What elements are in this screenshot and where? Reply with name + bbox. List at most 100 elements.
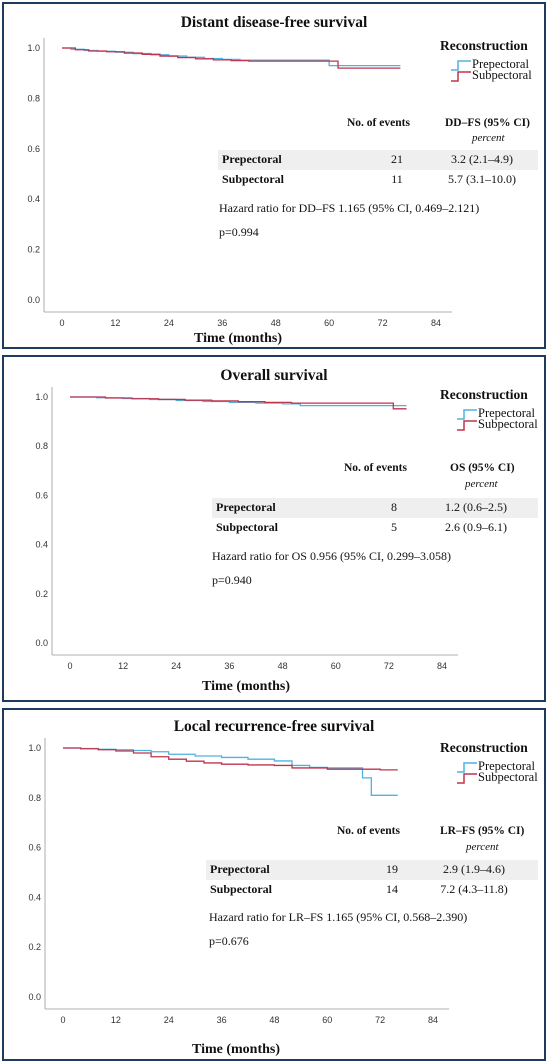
p-value-text: p=0.676 <box>209 934 249 948</box>
legend-label-subpectoral: Subpectoral <box>478 417 538 431</box>
y-tick-label: 0.0 <box>35 638 48 648</box>
hazard-ratio-text: Hazard ratio for LR–FS 1.165 (95% CI, 0.… <box>209 910 468 924</box>
y-tick-label: 0.6 <box>27 144 40 154</box>
x-tick-label: 0 <box>60 1015 65 1025</box>
hazard-ratio-text: Hazard ratio for DD–FS 1.165 (95% CI, 0.… <box>219 201 480 215</box>
plot-svg: 0.0 0.2 0.4 0.6 0.8 1.0 0 12 24 36 48 60 72 84 <box>27 38 452 328</box>
table-header-events: No. of events <box>347 117 410 129</box>
row-events: 11 <box>391 172 403 186</box>
row-label: Prepectoral <box>210 862 270 876</box>
x-axis-label: Time (months) <box>202 679 291 694</box>
row-percent: 3.2 (2.1–4.9) <box>451 152 513 166</box>
x-tick-label: 72 <box>378 318 388 328</box>
row-label: Subpectoral <box>216 520 279 534</box>
table-row: Prepectoral 19 2.9 (1.9–4.6) <box>206 860 538 880</box>
y-tick-label: 1.0 <box>27 43 40 53</box>
legend-swatch-prepectoral <box>451 60 471 71</box>
x-tick-label: 84 <box>431 318 441 328</box>
table-row: Prepectoral 8 1.2 (0.6–2.5) <box>212 498 538 518</box>
y-tick-label: 0.0 <box>27 295 40 305</box>
x-tick-label: 84 <box>428 1015 438 1025</box>
legend-label-prepectoral: Prepectoral <box>478 759 535 773</box>
table-row: Subpectoral 14 7.2 (4.3–11.8) <box>206 880 538 900</box>
x-tick-label: 24 <box>164 318 174 328</box>
y-tick-label: 0.2 <box>27 245 40 255</box>
x-tick-label: 12 <box>110 318 120 328</box>
x-tick-label: 48 <box>269 1015 279 1025</box>
row-events: 14 <box>386 882 398 896</box>
x-tick-label: 0 <box>67 661 72 671</box>
y-tick-label: 0.8 <box>27 93 40 103</box>
legend-label-prepectoral: Prepectoral <box>478 406 535 420</box>
x-axis-label: Time (months) <box>194 331 283 346</box>
row-percent: 2.6 (0.9–6.1) <box>445 520 507 534</box>
x-tick-label: 72 <box>375 1015 385 1025</box>
x-tick-label: 60 <box>322 1015 332 1025</box>
series-line-subpectoral <box>70 396 407 410</box>
x-tick-label: 36 <box>224 661 234 671</box>
x-tick-label: 48 <box>278 661 288 671</box>
legend-swatch-subpectoral <box>457 420 477 431</box>
series-line-prepectoral <box>63 747 398 796</box>
legend-title: Reconstruction <box>440 38 528 53</box>
row-percent: 1.2 (0.6–2.5) <box>445 500 507 514</box>
x-tick-label: 84 <box>437 661 447 671</box>
x-tick-label: 12 <box>118 661 128 671</box>
chart-panel-lrfs: 0.0 0.2 0.4 0.6 0.8 1.0 0 12 24 36 48 60 72 84 Local … <box>2 708 546 1061</box>
chart-panel-ddfs: 0.0 0.2 0.4 0.6 0.8 1.0 0 12 24 36 48 60 72 84 Distan… <box>2 2 546 349</box>
table-subheader-percent: percent <box>472 132 505 144</box>
y-tick-label: 0.4 <box>28 892 41 902</box>
series-line-subpectoral <box>63 747 398 771</box>
y-tick-label: 1.0 <box>35 392 48 402</box>
x-tick-label: 36 <box>217 318 227 328</box>
p-value-text: p=0.940 <box>212 573 252 587</box>
table-header-events: No. of events <box>337 825 400 837</box>
chart-title: Overall survival <box>220 367 328 384</box>
table-subheader-percent: percent <box>466 841 499 853</box>
table-header-measure: LR–FS (95% CI) <box>440 825 525 837</box>
x-tick-label: 24 <box>164 1015 174 1025</box>
x-tick-label: 36 <box>217 1015 227 1025</box>
table-row: Prepectoral 21 3.2 (2.1–4.9) <box>218 150 538 170</box>
x-tick-label: 12 <box>111 1015 121 1025</box>
plot-svg: 0.0 0.2 0.4 0.6 0.8 1.0 0 12 24 36 48 60 72 84 <box>28 738 449 1025</box>
y-tick-label: 0.6 <box>28 843 41 853</box>
x-tick-label: 48 <box>271 318 281 328</box>
x-tick-label: 72 <box>384 661 394 671</box>
table-header-events: No. of events <box>344 462 407 474</box>
x-tick-label: 24 <box>171 661 181 671</box>
y-tick-label: 0.4 <box>35 540 48 550</box>
y-tick-label: 1.0 <box>28 743 41 753</box>
legend-swatch-prepectoral <box>457 762 477 773</box>
legend-swatch-prepectoral <box>457 409 477 420</box>
legend-swatch-subpectoral <box>451 71 471 82</box>
row-label: Subpectoral <box>222 172 285 186</box>
table-row: Subpectoral 5 2.6 (0.9–6.1) <box>212 518 538 538</box>
legend-swatch-subpectoral <box>457 773 477 784</box>
row-events: 19 <box>386 862 398 876</box>
chart-panel-os: 0.0 0.2 0.4 0.6 0.8 1.0 0 12 24 36 48 60 72 84 Overal… <box>2 355 546 702</box>
row-events: 5 <box>391 520 397 534</box>
y-tick-label: 0.2 <box>28 942 41 952</box>
y-tick-label: 0.0 <box>28 992 41 1002</box>
chart-title: Local recurrence-free survival <box>173 718 375 735</box>
x-tick-label: 0 <box>59 318 64 328</box>
row-events: 8 <box>391 500 397 514</box>
legend-label-subpectoral: Subpectoral <box>478 770 538 784</box>
row-label: Prepectoral <box>216 500 276 514</box>
table-subheader-percent: percent <box>465 478 498 490</box>
y-tick-label: 0.8 <box>28 793 41 803</box>
chart-title: Distant disease-free survival <box>180 14 368 31</box>
row-events: 21 <box>391 152 403 166</box>
table-header-measure: OS (95% CI) <box>450 462 515 474</box>
x-tick-label: 60 <box>331 661 341 671</box>
y-tick-label: 0.2 <box>35 589 48 599</box>
row-label: Prepectoral <box>222 152 282 166</box>
table-header-measure: DD–FS (95% CI) <box>445 117 530 129</box>
series-line-prepectoral <box>62 47 401 67</box>
row-percent: 5.7 (3.1–10.0) <box>448 172 516 186</box>
legend-title: Reconstruction <box>440 387 528 402</box>
table-row: Subpectoral 11 5.7 (3.1–10.0) <box>218 170 538 190</box>
plot-svg: 0.0 0.2 0.4 0.6 0.8 1.0 0 12 24 36 48 60 72 84 <box>35 387 458 671</box>
y-tick-label: 0.6 <box>35 490 48 500</box>
